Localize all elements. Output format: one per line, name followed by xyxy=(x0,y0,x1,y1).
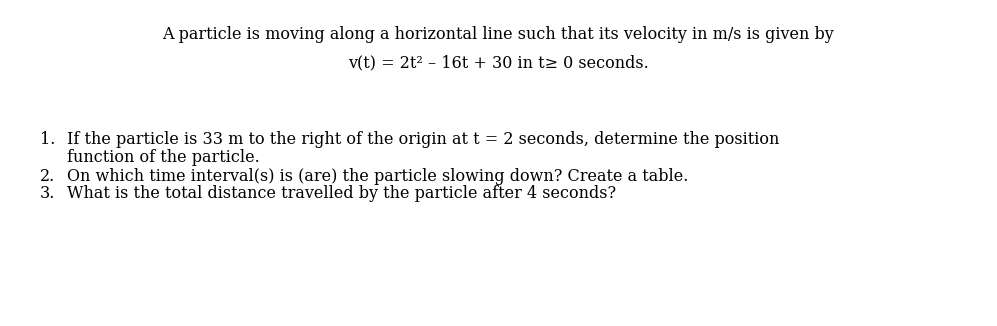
Text: 2.: 2. xyxy=(40,168,55,185)
Text: function of the particle.: function of the particle. xyxy=(67,149,260,166)
Text: On which time interval(s) is (are) the particle slowing down? Create a table.: On which time interval(s) is (are) the p… xyxy=(67,168,688,185)
Text: 1.: 1. xyxy=(40,131,56,148)
Text: What is the total distance travelled by the particle after 4 seconds?: What is the total distance travelled by … xyxy=(67,185,616,202)
Text: A particle is moving along a horizontal line such that its velocity in m/s is gi: A particle is moving along a horizontal … xyxy=(163,26,833,43)
Text: If the particle is 33 m to the right of the origin at t = 2 seconds, determine t: If the particle is 33 m to the right of … xyxy=(67,131,780,148)
Text: 3.: 3. xyxy=(40,185,56,202)
Text: v(t) = 2t² – 16t + 30 in t≥ 0 seconds.: v(t) = 2t² – 16t + 30 in t≥ 0 seconds. xyxy=(348,54,648,71)
